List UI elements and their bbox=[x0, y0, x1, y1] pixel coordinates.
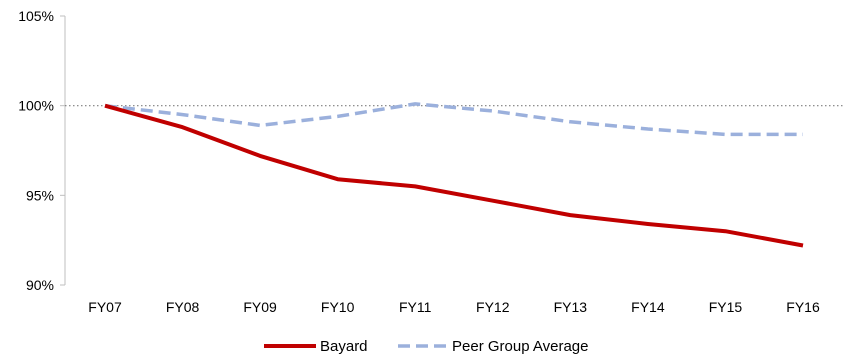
series-line-bayard bbox=[104, 103, 804, 248]
y-tick-labels: 105% 100% 95% 90% bbox=[18, 8, 54, 293]
x-tick-label: FY10 bbox=[321, 299, 355, 315]
series-line-peer-group-average bbox=[104, 102, 803, 137]
legend-label: Bayard bbox=[320, 338, 368, 355]
x-tick-label: FY08 bbox=[166, 299, 200, 315]
x-tick-label: FY09 bbox=[243, 299, 277, 315]
x-tick-labels: FY07 FY08 FY09 FY10 FY11 FY12 FY13 FY14 FY15 FY16 bbox=[88, 299, 820, 315]
x-tick-label: FY14 bbox=[631, 299, 665, 315]
y-tick-label: 105% bbox=[18, 8, 54, 24]
series-lines bbox=[104, 102, 804, 248]
x-tick-label: FY13 bbox=[554, 299, 588, 315]
y-axis bbox=[60, 15, 66, 286]
y-tick-label: 95% bbox=[26, 187, 54, 203]
x-tick-label: FY15 bbox=[709, 299, 743, 315]
legend: Bayard Peer Group Average bbox=[264, 338, 588, 355]
x-tick-label: FY12 bbox=[476, 299, 510, 315]
x-tick-label: FY07 bbox=[88, 299, 122, 315]
y-tick-label: 90% bbox=[26, 277, 54, 293]
legend-label: Peer Group Average bbox=[452, 338, 588, 355]
x-tick-label: FY11 bbox=[399, 299, 432, 315]
y-tick-label: 100% bbox=[18, 98, 54, 114]
x-tick-label: FY16 bbox=[786, 299, 820, 315]
